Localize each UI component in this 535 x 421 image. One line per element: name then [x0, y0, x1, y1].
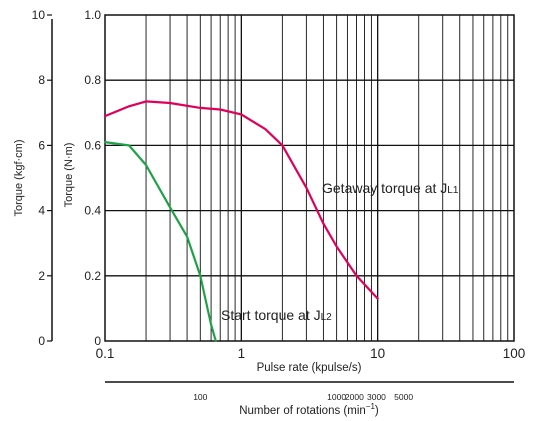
rotation-tick-label: 100: [193, 392, 207, 402]
grid-lines: [105, 15, 514, 341]
y-left-tick-label: 0: [38, 334, 45, 348]
ylabel-left: Torque (kgf·cm): [13, 139, 25, 216]
start-torque-annotation: Start torque at JL2: [221, 307, 332, 323]
left-axis: 0 2 4 6 8 10: [32, 8, 53, 348]
y-right-tick-label: 0.8: [84, 73, 101, 87]
getaway-torque-annotation: Getaway torque at JL1: [322, 180, 459, 196]
x-tick-labels: 0.1 1 10 100: [96, 346, 526, 361]
y-left-tick-label: 10: [32, 8, 46, 22]
rotation-tick-label: 1000: [327, 392, 346, 402]
xlabel: Pulse rate (kpulse/s): [257, 362, 362, 374]
start-torque-line: [103, 141, 217, 343]
rotation-tick-label: 3000: [367, 392, 386, 402]
rotation-axis-label: Number of rotations (min−1): [239, 402, 379, 417]
rotation-tick-label: 2000: [345, 392, 364, 402]
y-left-tick-label: 4: [38, 204, 45, 218]
getaway-torque-line: [103, 100, 379, 300]
y-right-tick-label: 0.2: [84, 269, 101, 283]
ylabel-right-ticks: 0 0.2 0.4 0.6 0.8 1.0: [84, 8, 101, 348]
y-right-tick-label: 0: [94, 334, 101, 348]
ylabel-right: Torque (N·m): [63, 143, 75, 208]
x-tick-label: 1: [238, 346, 246, 361]
y-left-tick-label: 2: [38, 269, 45, 283]
y-left-tick-label: 6: [38, 138, 45, 152]
x-tick-label: 10: [370, 346, 385, 361]
y-right-tick-label: 0.6: [84, 138, 101, 152]
series-layer: [103, 100, 379, 343]
y-right-tick-label: 0.4: [84, 204, 101, 218]
x-tick-label: 100: [503, 346, 526, 361]
x-tick-label: 0.1: [96, 346, 115, 361]
rotation-tick-label: 5000: [394, 392, 413, 402]
y-left-tick-label: 8: [38, 73, 45, 87]
plot-frame: [104, 14, 515, 342]
y-right-tick-label: 1.0: [84, 8, 101, 22]
